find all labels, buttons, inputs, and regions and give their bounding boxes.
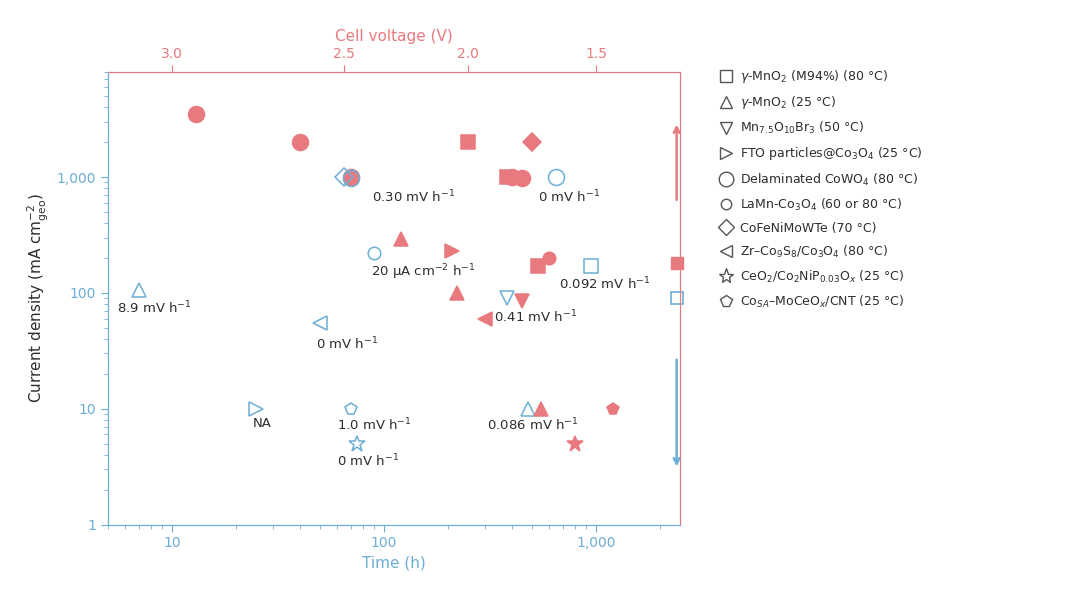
Text: 1.0 mV h$^{-1}$: 1.0 mV h$^{-1}$ xyxy=(337,417,411,434)
Text: 0.092 mV h$^{-1}$: 0.092 mV h$^{-1}$ xyxy=(559,275,650,292)
Text: 8.9 mV h$^{-1}$: 8.9 mV h$^{-1}$ xyxy=(117,299,191,316)
Text: 0 mV h$^{-1}$: 0 mV h$^{-1}$ xyxy=(316,335,378,352)
Legend: $\gamma$-MnO$_2$ (M94%) (80 °C), $\gamma$-MnO$_2$ (25 °C), Mn$_{7.5}$O$_{10}$Br$: $\gamma$-MnO$_2$ (M94%) (80 °C), $\gamma… xyxy=(715,63,928,315)
X-axis label: Time (h): Time (h) xyxy=(362,556,427,571)
Text: NA: NA xyxy=(253,417,271,430)
X-axis label: Cell voltage (V): Cell voltage (V) xyxy=(335,29,454,44)
Text: 0 mV h$^{-1}$: 0 mV h$^{-1}$ xyxy=(538,189,599,206)
Text: 0.41 mV h$^{-1}$: 0.41 mV h$^{-1}$ xyxy=(494,309,577,325)
Y-axis label: Current density (mA cm$_{\mathrm{geo}}^{-2}$): Current density (mA cm$_{\mathrm{geo}}^{… xyxy=(26,194,51,403)
Text: 0.086 mV h$^{-1}$: 0.086 mV h$^{-1}$ xyxy=(487,417,578,434)
Text: 20 μA cm$^{-2}$ h$^{-1}$: 20 μA cm$^{-2}$ h$^{-1}$ xyxy=(372,263,475,282)
Text: 0.30 mV h$^{-1}$: 0.30 mV h$^{-1}$ xyxy=(373,189,456,206)
Text: 0 mV h$^{-1}$: 0 mV h$^{-1}$ xyxy=(337,452,399,469)
